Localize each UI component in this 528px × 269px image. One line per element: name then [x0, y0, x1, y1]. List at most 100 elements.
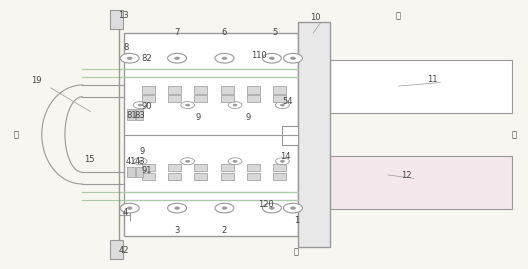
- Circle shape: [181, 158, 194, 165]
- Text: 9: 9: [246, 113, 251, 122]
- Bar: [273, 173, 286, 180]
- Text: 10: 10: [310, 13, 321, 22]
- Bar: [125, 33, 298, 236]
- Bar: [247, 173, 260, 180]
- Text: 后: 后: [396, 11, 401, 20]
- Bar: [221, 173, 234, 180]
- Circle shape: [276, 102, 289, 109]
- Bar: [142, 95, 155, 102]
- Circle shape: [175, 207, 180, 209]
- Text: 82: 82: [142, 54, 153, 63]
- Bar: [194, 164, 208, 171]
- Text: 8: 8: [124, 43, 129, 52]
- Circle shape: [134, 102, 147, 109]
- Text: 43: 43: [135, 157, 145, 166]
- Bar: [110, 240, 123, 259]
- Bar: [330, 156, 512, 210]
- Bar: [142, 164, 155, 171]
- Circle shape: [185, 160, 190, 162]
- Bar: [330, 59, 512, 113]
- Circle shape: [276, 158, 289, 165]
- Text: 7: 7: [174, 28, 180, 37]
- Circle shape: [138, 160, 143, 162]
- Circle shape: [262, 54, 281, 63]
- Circle shape: [262, 203, 281, 213]
- Text: 54: 54: [282, 97, 293, 105]
- Text: 前: 前: [293, 248, 298, 257]
- Bar: [247, 95, 260, 102]
- Text: 2: 2: [222, 226, 227, 235]
- Bar: [247, 86, 260, 94]
- Bar: [247, 164, 260, 171]
- Circle shape: [290, 57, 295, 59]
- Circle shape: [175, 57, 180, 59]
- Text: 11: 11: [427, 75, 438, 84]
- Circle shape: [233, 160, 237, 162]
- Bar: [194, 173, 208, 180]
- Text: 83: 83: [135, 111, 146, 120]
- Circle shape: [134, 158, 147, 165]
- Text: 15: 15: [84, 155, 95, 164]
- Text: 3: 3: [174, 226, 180, 235]
- Circle shape: [228, 102, 242, 109]
- Circle shape: [284, 54, 303, 63]
- Circle shape: [290, 207, 295, 209]
- Text: 91: 91: [142, 166, 153, 175]
- Circle shape: [120, 203, 139, 213]
- Text: 81: 81: [126, 111, 137, 120]
- Circle shape: [280, 160, 285, 162]
- Bar: [273, 86, 286, 94]
- Circle shape: [167, 54, 186, 63]
- Bar: [168, 173, 181, 180]
- Bar: [221, 95, 234, 102]
- Bar: [298, 22, 330, 247]
- Bar: [273, 164, 286, 171]
- Text: 12: 12: [401, 171, 411, 180]
- Bar: [127, 109, 135, 120]
- Text: 9: 9: [139, 147, 145, 156]
- Circle shape: [269, 57, 274, 59]
- Bar: [194, 86, 208, 94]
- Text: 4: 4: [123, 208, 128, 217]
- Text: 110: 110: [251, 51, 267, 60]
- Circle shape: [215, 54, 234, 63]
- Circle shape: [120, 54, 139, 63]
- Bar: [168, 164, 181, 171]
- Circle shape: [127, 207, 132, 209]
- Circle shape: [222, 57, 227, 59]
- Circle shape: [280, 104, 285, 106]
- Bar: [168, 95, 181, 102]
- Text: 1: 1: [294, 216, 299, 225]
- Bar: [221, 86, 234, 94]
- Bar: [142, 86, 155, 94]
- Circle shape: [138, 104, 143, 106]
- Circle shape: [284, 203, 303, 213]
- Circle shape: [215, 203, 234, 213]
- Circle shape: [233, 104, 237, 106]
- Bar: [168, 86, 181, 94]
- Bar: [136, 167, 144, 177]
- Text: 左: 左: [14, 130, 19, 139]
- Bar: [127, 167, 135, 177]
- Bar: [110, 10, 123, 29]
- Text: 19: 19: [31, 76, 42, 86]
- Circle shape: [185, 104, 190, 106]
- Bar: [194, 95, 208, 102]
- Text: 右: 右: [512, 130, 516, 139]
- Text: 5: 5: [272, 28, 277, 37]
- Text: 6: 6: [222, 28, 227, 37]
- Bar: [273, 95, 286, 102]
- Text: 13: 13: [118, 11, 129, 20]
- Text: 90: 90: [142, 102, 153, 111]
- Text: 120: 120: [258, 200, 274, 209]
- Circle shape: [167, 203, 186, 213]
- Text: 9: 9: [195, 113, 201, 122]
- Text: 41: 41: [126, 157, 137, 166]
- Bar: [142, 173, 155, 180]
- Bar: [221, 164, 234, 171]
- Bar: [136, 109, 144, 120]
- Circle shape: [228, 158, 242, 165]
- Circle shape: [269, 207, 274, 209]
- Text: 42: 42: [118, 246, 129, 255]
- Bar: [282, 126, 298, 145]
